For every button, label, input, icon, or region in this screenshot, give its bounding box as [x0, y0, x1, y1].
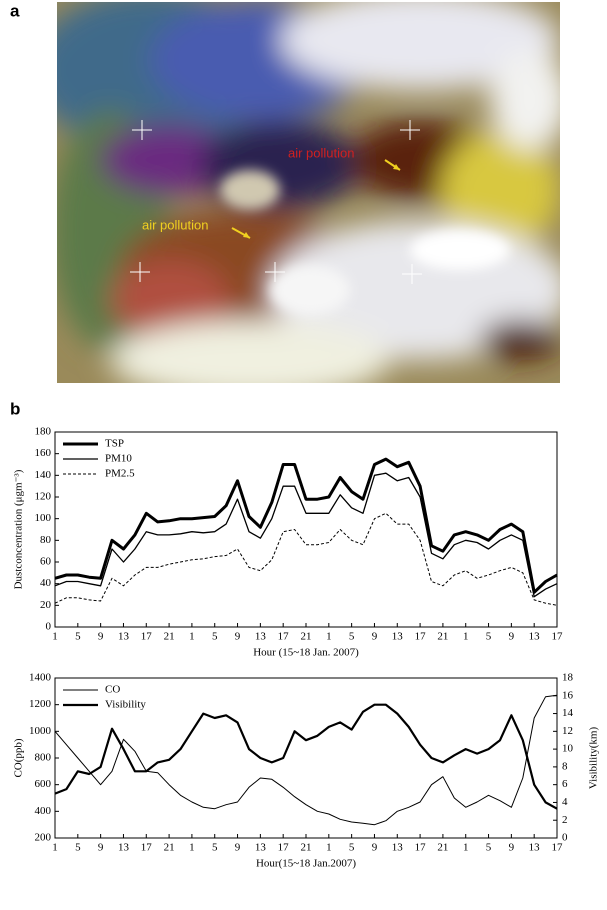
y2-tick-label: 4: [562, 796, 568, 808]
x-tick-label: 17: [141, 631, 153, 643]
y-tick-label: 80: [40, 534, 52, 546]
y-axis-label: Dustconcentration (μgm⁻³): [13, 469, 25, 589]
x-tick-label: 1: [189, 631, 195, 643]
x-tick-label: 1: [52, 842, 58, 854]
x-axis-label: Hour(15~18 Jan.2007): [256, 858, 356, 870]
y2-tick-label: 18: [562, 672, 574, 684]
y-tick-label: 180: [35, 426, 52, 438]
x-tick-label: 5: [212, 842, 218, 854]
x-tick-label: 1: [189, 842, 195, 854]
y-tick-label: 140: [35, 469, 52, 481]
series-line: [54, 694, 558, 826]
satellite-image: [57, 2, 560, 383]
x-tick-label: 17: [415, 842, 427, 854]
y2-tick-label: 8: [562, 760, 568, 772]
x-tick-label: 13: [118, 631, 130, 643]
y-tick-label: 40: [40, 577, 52, 589]
x-tick-label: 9: [235, 631, 241, 643]
x-tick-label: 1: [463, 842, 469, 854]
x-tick-label: 13: [529, 842, 541, 854]
legend-label: TSP: [105, 438, 124, 450]
y-tick-label: 1200: [29, 698, 52, 710]
y2-tick-label: 6: [562, 778, 568, 790]
y-tick-label: 1000: [29, 725, 52, 737]
panel-label: b: [10, 399, 20, 418]
series-line: [54, 512, 558, 606]
x-tick-label: 5: [212, 631, 218, 643]
x-tick-label: 9: [235, 842, 241, 854]
x-tick-label: 9: [372, 842, 378, 854]
x-tick-label: 17: [415, 631, 427, 643]
annotation: air pollution: [288, 145, 355, 160]
x-tick-label: 13: [529, 631, 541, 643]
y-tick-label: 800: [35, 752, 52, 764]
y-tick-label: 60: [40, 556, 52, 568]
y-tick-label: 0: [46, 621, 52, 633]
x-tick-label: 1: [326, 631, 332, 643]
x-tick-label: 9: [372, 631, 378, 643]
x-tick-label: 13: [392, 631, 404, 643]
x-tick-label: 13: [118, 842, 130, 854]
x-tick-label: 21: [301, 631, 312, 643]
x-tick-label: 21: [437, 631, 448, 643]
x-tick-label: 9: [509, 631, 515, 643]
x-tick-label: 5: [349, 842, 355, 854]
x-tick-label: 17: [141, 842, 153, 854]
legend-label: PM2.5: [105, 468, 135, 480]
y2-tick-label: 10: [562, 743, 574, 755]
x-tick-label: 21: [164, 842, 175, 854]
y-tick-label: 200: [35, 832, 52, 844]
y2-tick-label: 12: [562, 725, 573, 737]
y-tick-label: 120: [35, 491, 52, 503]
x-tick-label: 21: [437, 842, 448, 854]
series-line: [54, 457, 558, 594]
x-tick-label: 1: [326, 842, 332, 854]
y-axis-label: CO(ppb): [13, 738, 25, 777]
x-tick-label: 13: [255, 842, 267, 854]
x-tick-label: 1: [463, 631, 469, 643]
panel-label: a: [10, 1, 20, 20]
y-tick-label: 100: [35, 512, 52, 524]
x-tick-label: 5: [486, 631, 492, 643]
x-tick-label: 21: [164, 631, 175, 643]
y-tick-label: 1400: [29, 672, 52, 684]
series-line: [54, 472, 558, 598]
x-tick-label: 21: [301, 842, 312, 854]
y2-tick-label: 16: [562, 689, 574, 701]
y2-tick-label: 2: [562, 814, 568, 826]
legend-label: PM10: [105, 453, 132, 465]
y2-tick-label: 0: [562, 832, 568, 844]
x-tick-label: 9: [98, 842, 104, 854]
y-tick-label: 600: [35, 778, 52, 790]
y-tick-label: 20: [40, 599, 52, 611]
y-tick-label: 160: [35, 447, 52, 459]
x-tick-label: 5: [75, 842, 81, 854]
series-line: [54, 703, 558, 810]
x-tick-label: 5: [486, 842, 492, 854]
x-tick-label: 17: [552, 631, 564, 643]
x-tick-label: 1: [52, 631, 58, 643]
x-tick-label: 17: [552, 842, 564, 854]
annotation: air pollution: [142, 217, 209, 232]
legend-label: Visibility: [105, 699, 146, 711]
x-tick-label: 9: [98, 631, 104, 643]
x-tick-label: 13: [392, 842, 404, 854]
y2-axis-label: Visibility(km): [588, 727, 600, 790]
x-tick-label: 13: [255, 631, 267, 643]
y2-tick-label: 14: [562, 707, 574, 719]
x-tick-label: 5: [75, 631, 81, 643]
x-axis-label: Hour (15~18 Jan. 2007): [253, 647, 359, 659]
y-tick-label: 400: [35, 805, 52, 817]
x-tick-label: 5: [349, 631, 355, 643]
legend-label: CO: [105, 684, 120, 696]
x-tick-label: 17: [278, 631, 290, 643]
x-tick-label: 9: [509, 842, 515, 854]
x-tick-label: 17: [278, 842, 290, 854]
